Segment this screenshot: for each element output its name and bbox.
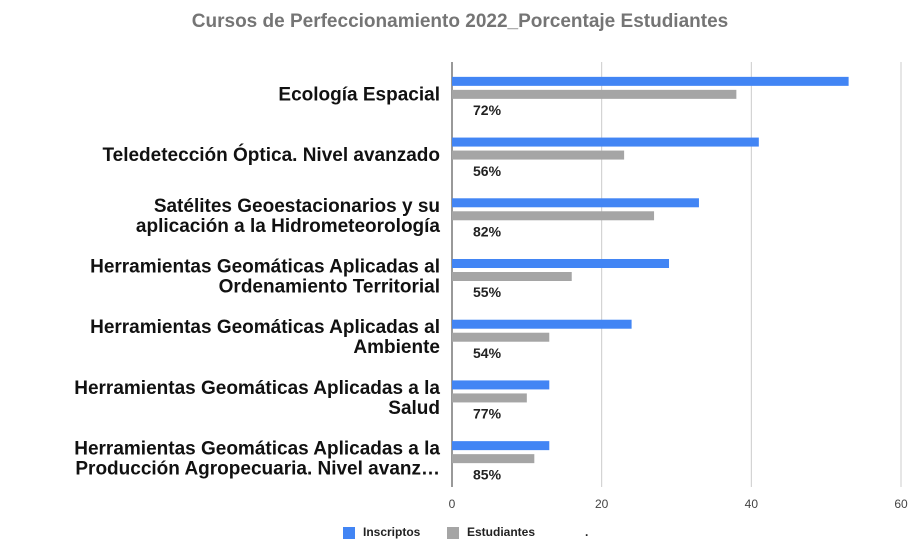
category-label: Ecología Espacial xyxy=(278,84,440,105)
annotation: 85% xyxy=(473,466,502,482)
annotation: 82% xyxy=(473,223,502,239)
bar xyxy=(452,319,632,329)
category-label: Producción Agropecuaria. Nivel avanz… xyxy=(75,459,440,480)
bar xyxy=(452,137,759,147)
x-tick-label: 20 xyxy=(595,497,609,511)
legend-swatch xyxy=(447,527,459,539)
bar xyxy=(452,198,699,208)
chart-title: Cursos de Perfeccionamiento 2022_Porcent… xyxy=(192,11,728,32)
x-tick-label: 0 xyxy=(449,497,456,511)
category-label: Satélites Geoestacionarios y su xyxy=(154,196,440,217)
x-tick-label: 40 xyxy=(745,497,759,511)
bar xyxy=(452,150,625,160)
annotation: 55% xyxy=(473,284,502,300)
legend-label: . xyxy=(585,525,588,539)
bar xyxy=(452,332,550,342)
bar xyxy=(452,272,572,281)
bar xyxy=(452,89,737,99)
category-label: aplicación a la Hidrometeorología xyxy=(136,216,441,237)
category-label: Teledetección Óptica. Nivel avanzado xyxy=(102,144,440,166)
category-label: Ordenamiento Territorial xyxy=(219,277,440,298)
bar xyxy=(452,454,535,464)
annotation: 77% xyxy=(473,406,502,422)
bar xyxy=(452,393,527,403)
category-label: Herramientas Geomáticas Aplicadas al xyxy=(90,257,440,278)
legend-label: Estudiantes xyxy=(467,525,535,539)
annotation: 54% xyxy=(473,345,502,361)
category-label: Herramientas Geomáticas Aplicadas a la xyxy=(74,378,440,399)
category-label: Herramientas Geomáticas Aplicadas al xyxy=(90,317,440,338)
x-tick-label: 60 xyxy=(894,497,908,511)
category-label: Salud xyxy=(388,398,440,419)
bar xyxy=(452,211,655,221)
annotation: 72% xyxy=(473,102,502,118)
bar xyxy=(452,380,550,390)
bar xyxy=(452,259,670,268)
legend-label: Inscriptos xyxy=(363,525,421,539)
category-label: Ambiente xyxy=(353,337,440,358)
legend-swatch xyxy=(343,527,355,539)
bar xyxy=(452,76,849,86)
bar xyxy=(452,441,550,451)
annotation: 56% xyxy=(473,163,502,179)
category-label: Herramientas Geomáticas Aplicadas a la xyxy=(74,439,440,460)
